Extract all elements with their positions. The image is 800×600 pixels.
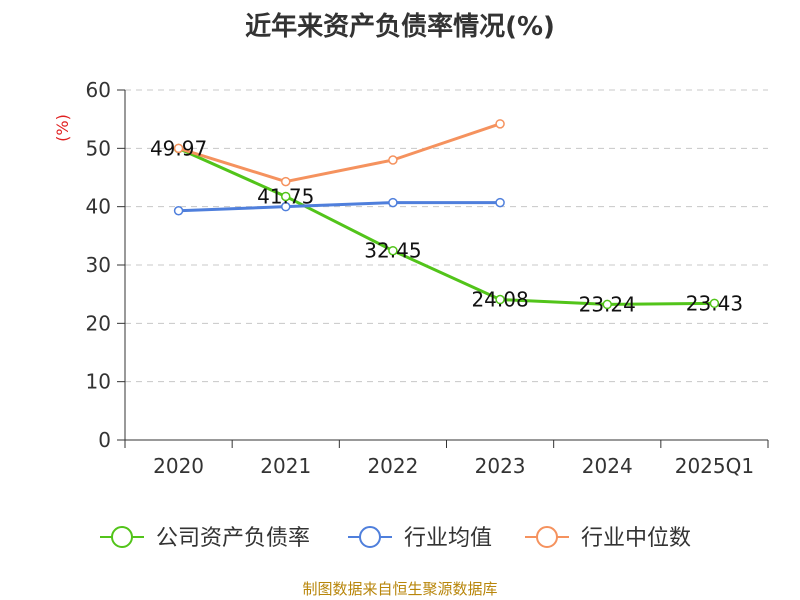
- data-point: [281, 191, 291, 202]
- y-tick-label: 30: [86, 253, 111, 277]
- source-note: 制图数据来自恒生聚源数据库: [302, 580, 498, 598]
- data-label: 24.08: [471, 288, 528, 312]
- data-point: [709, 298, 720, 309]
- data-point: [495, 197, 505, 208]
- data-point: [495, 294, 505, 305]
- y-tick-label: 40: [86, 195, 111, 219]
- legend-marker: [536, 526, 558, 548]
- x-tick-label: 2021: [260, 454, 311, 478]
- data-point: [388, 245, 398, 256]
- grid-lines: [125, 89, 768, 383]
- series-line: [178, 201, 501, 213]
- series-line: [177, 147, 715, 306]
- y-axis-label: (%): [53, 114, 72, 142]
- x-tick-label: 2020: [153, 454, 204, 478]
- legend-label: 行业中位数: [581, 526, 691, 551]
- data-point: [388, 197, 398, 208]
- y-tick-label: 0: [98, 428, 111, 452]
- data-label: 41.75: [257, 184, 314, 208]
- x-tick-label: 2022: [367, 454, 418, 478]
- data-label: 32.45: [364, 239, 421, 263]
- data-label: 49.97: [150, 137, 207, 161]
- legend-marker: [359, 526, 381, 548]
- x-tick-label: 2025Q1: [675, 454, 754, 478]
- series-lines: [173, 119, 720, 310]
- legend-label: 行业均值: [404, 526, 492, 551]
- data-point: [388, 155, 398, 165]
- data-point: [173, 206, 184, 216]
- chart-title: 近年来资产负债率情况(%): [245, 12, 555, 42]
- data-point: [281, 176, 291, 187]
- y-tick-label: 60: [86, 78, 111, 102]
- legend-marker: [111, 526, 133, 548]
- y-tick-label: 10: [86, 370, 111, 394]
- axes: 0 10 20 30 40 50 60 (%) 2020 2021 2022 2023 2024 2025…: [53, 78, 769, 478]
- legend-label: 公司资产负债率: [156, 526, 310, 551]
- y-tick-label: 20: [86, 311, 111, 335]
- data-label: 23.24: [579, 292, 636, 316]
- data-point: [495, 119, 505, 129]
- y-tick-label: 50: [86, 136, 111, 160]
- data-labels: 49.97 41.75 32.45 24.08 23.24 23.43: [150, 137, 743, 317]
- data-point: [281, 201, 291, 212]
- x-tick-label: 2024: [582, 454, 633, 478]
- series-line: [178, 122, 501, 184]
- data-label: 23.43: [686, 291, 743, 315]
- data-point: [602, 299, 612, 310]
- x-tick-label: 2023: [475, 454, 526, 478]
- legend: 公司资产负债率 行业均值 行业中位数: [100, 526, 691, 551]
- data-point: [173, 143, 184, 154]
